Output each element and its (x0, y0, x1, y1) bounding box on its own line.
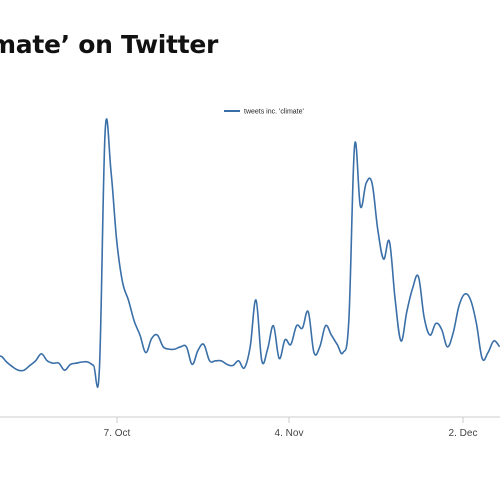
x-tick-label: 2. Dec (449, 428, 478, 439)
chart-title: mate’ on Twitter (0, 30, 219, 59)
x-axis-ticks: 7. Oct 4. Nov 2. Dec (104, 417, 478, 439)
legend[interactable]: tweets inc. 'climate' (224, 109, 304, 116)
x-tick-label: 4. Nov (275, 428, 304, 439)
x-tick-label: 7. Oct (104, 428, 131, 439)
legend-label: tweets inc. 'climate' (244, 109, 304, 116)
series-line-climate[interactable] (0, 118, 500, 388)
